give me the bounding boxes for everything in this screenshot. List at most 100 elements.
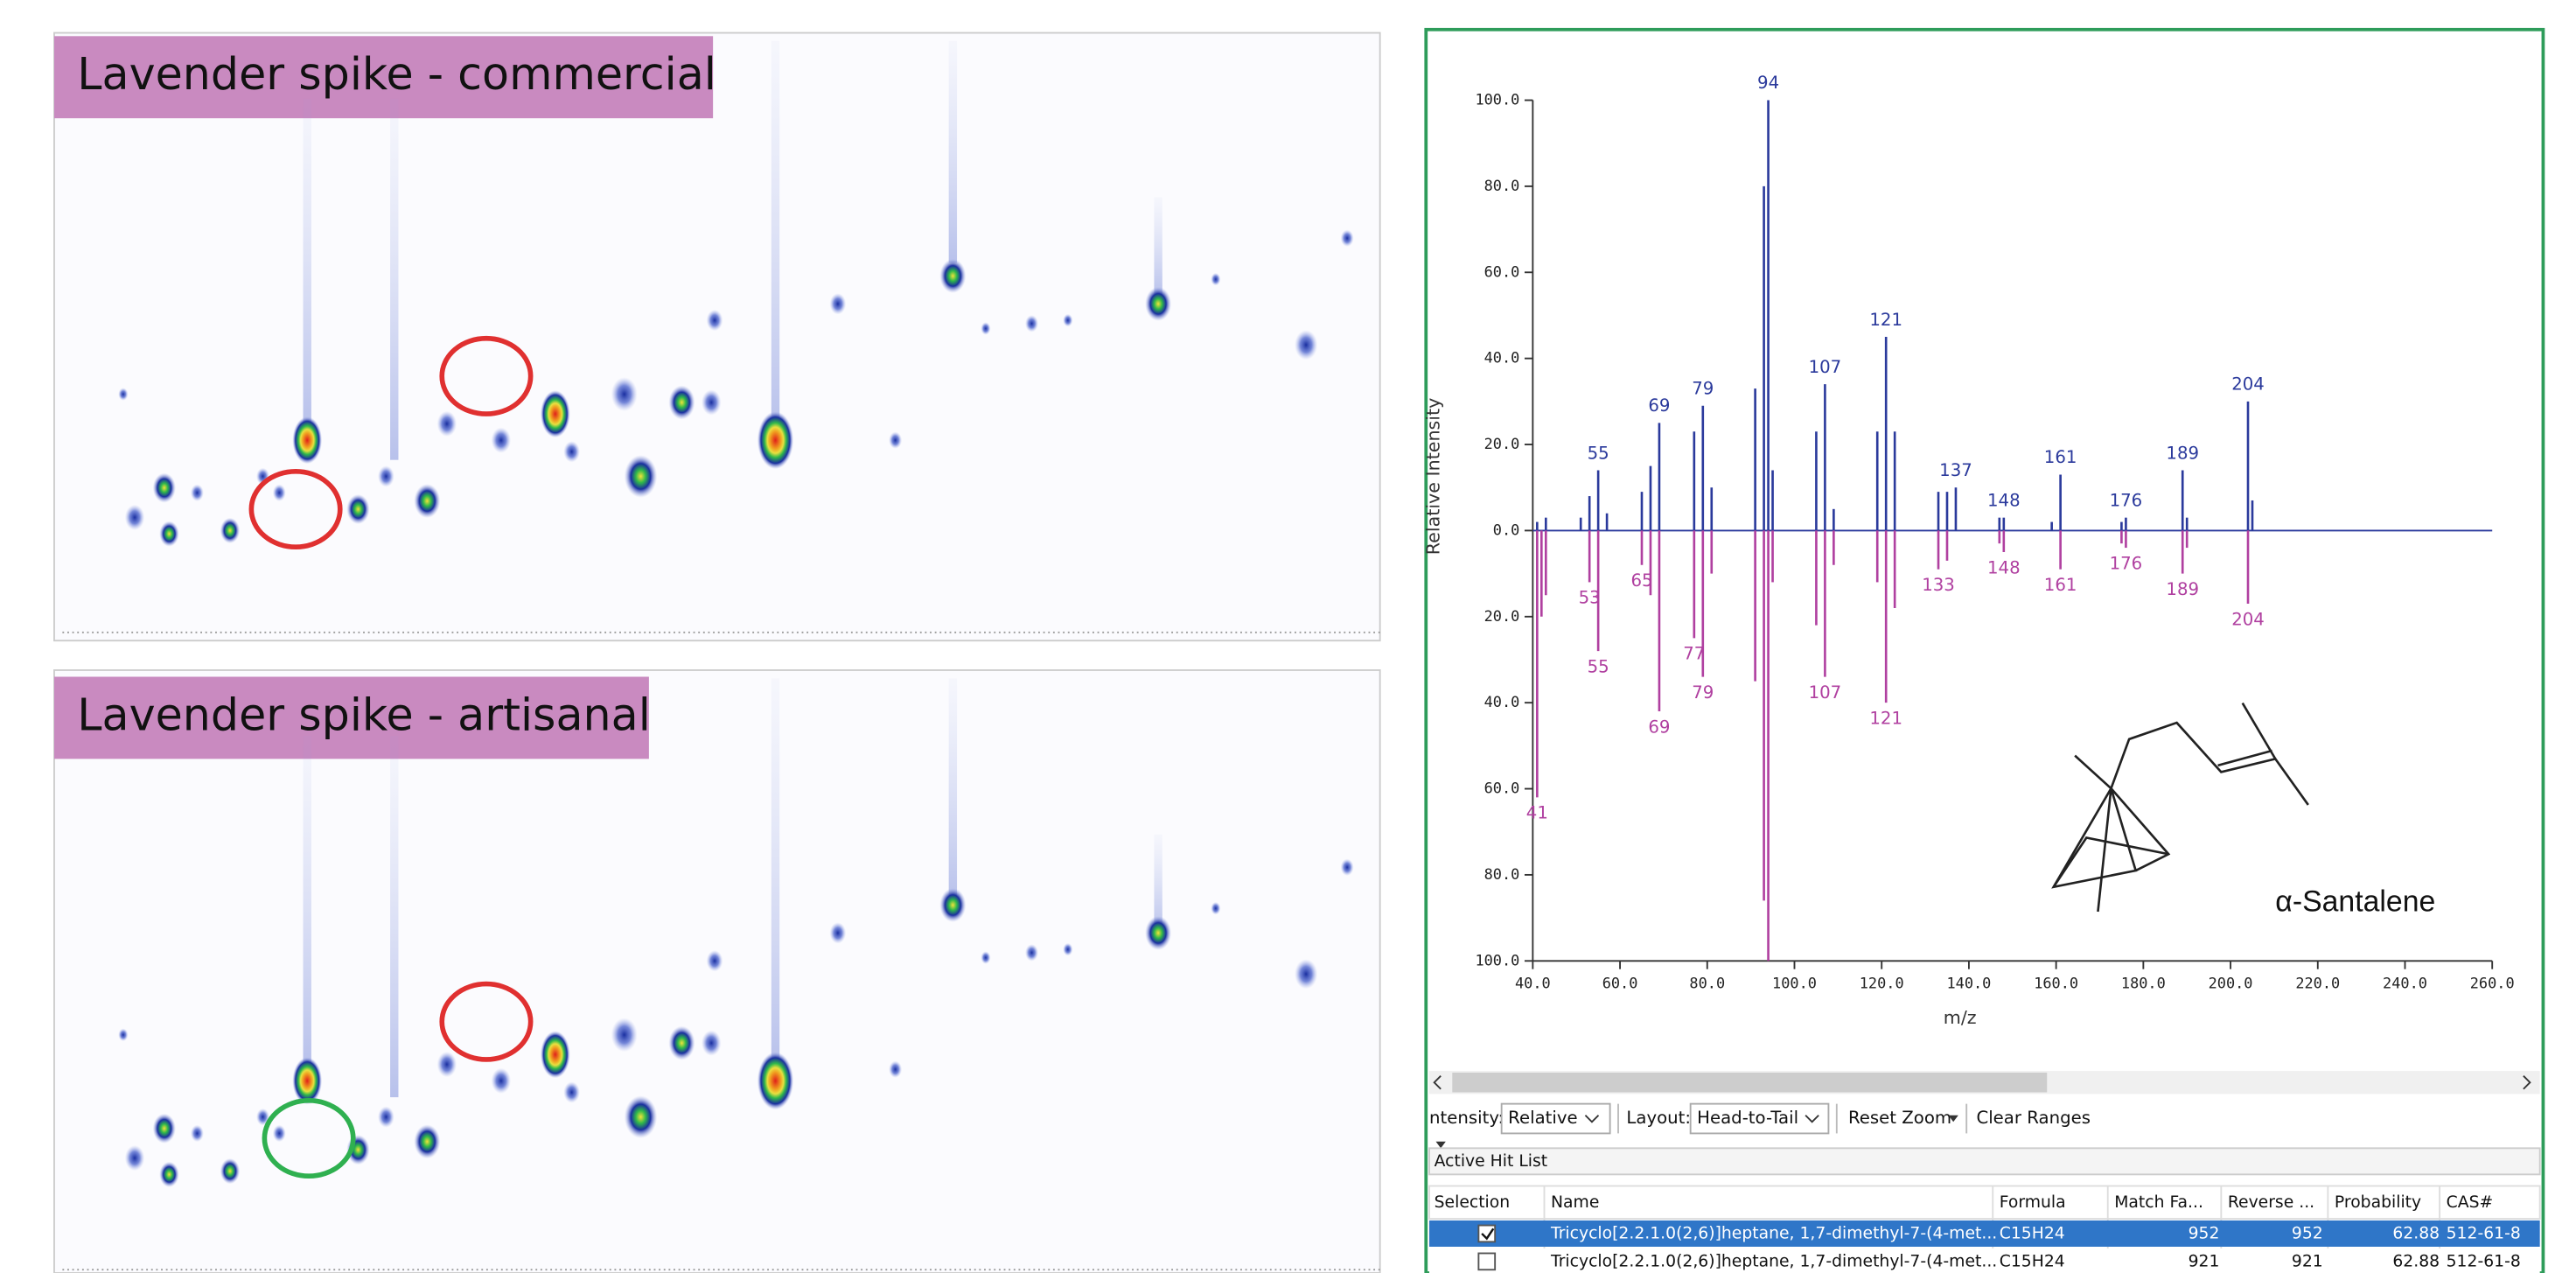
peak-spot — [625, 455, 658, 498]
y-tick-label: 40.0 — [1484, 349, 1520, 367]
y-tick-label: 20.0 — [1484, 435, 1520, 452]
plot-area — [54, 670, 1380, 1273]
x-tick-label: 40.0 — [1515, 975, 1551, 992]
peak-spot — [563, 441, 580, 462]
peak-spot — [757, 1052, 793, 1109]
peak-label: 204 — [2231, 609, 2265, 629]
x-tick-label: 240.0 — [2383, 975, 2427, 992]
peak-spot — [563, 1081, 580, 1102]
peak-label: 41 — [1526, 803, 1548, 823]
marker — [1436, 1142, 1446, 1149]
scrollbar[interactable] — [1429, 1071, 2540, 1094]
peak-spot — [220, 1158, 241, 1184]
peak-spot — [437, 411, 457, 437]
y-tick-label: 80.0 — [1484, 865, 1520, 883]
table-cell: 952 — [2292, 1224, 2323, 1242]
peak-label: 133 — [1922, 575, 1955, 595]
x-tick-label: 200.0 — [2209, 975, 2253, 992]
peak-spot — [939, 888, 966, 922]
peak-label: 107 — [1809, 357, 1842, 377]
scroll-thumb[interactable] — [1452, 1073, 2047, 1093]
peak-spot — [492, 428, 512, 453]
peak-label: 148 — [1987, 490, 2021, 510]
peak-label: 176 — [2110, 490, 2143, 510]
peak-spot — [668, 385, 695, 419]
y-tick-label: 20.0 — [1484, 607, 1520, 625]
peak-label: 189 — [2166, 443, 2199, 463]
peak-label: 65 — [1630, 570, 1652, 591]
structure — [2054, 703, 2308, 912]
peak-spot — [273, 1125, 286, 1143]
y-tick-label: 40.0 — [1484, 693, 1520, 710]
peak-label: 79 — [1692, 682, 1714, 703]
peak-label: 121 — [1869, 310, 1902, 330]
table-title-bar — [1429, 1148, 2540, 1174]
streak — [390, 736, 398, 1097]
column-header: CAS# — [2447, 1193, 2494, 1212]
x-tick-label: 60.0 — [1602, 975, 1638, 992]
toolbar-label: ntensity: — [1429, 1108, 1504, 1128]
y-tick-label: 0.0 — [1493, 521, 1520, 538]
table-cell: C15H24 — [2000, 1252, 2065, 1270]
streak — [1154, 197, 1162, 296]
peak-spot — [889, 1060, 902, 1078]
peak-label: 121 — [1869, 708, 1902, 728]
y-tick-label: 100.0 — [1475, 91, 1519, 108]
peak-spot — [292, 416, 322, 464]
peak-spot — [702, 389, 722, 415]
peak-spot — [273, 484, 286, 501]
button[interactable]: Clear Ranges — [1976, 1108, 2091, 1128]
checkbox[interactable] — [1478, 1253, 1495, 1270]
streak — [771, 41, 779, 430]
peak-spot — [611, 1018, 638, 1052]
x-tick-label: 260.0 — [2470, 975, 2515, 992]
compound-label: α-Santalene — [2275, 885, 2435, 919]
peak-spot — [118, 1028, 128, 1041]
peak-label: 107 — [1809, 682, 1842, 703]
peak-label: 69 — [1648, 395, 1670, 416]
x-tick-label: 180.0 — [2121, 975, 2166, 992]
button[interactable]: Reset Zoom — [1848, 1108, 1951, 1128]
peak-label: 79 — [1692, 378, 1714, 398]
peak-label: 204 — [2231, 374, 2265, 395]
peak-spot — [220, 518, 241, 543]
peak-spot — [159, 1162, 179, 1187]
peak-spot — [1341, 229, 1354, 247]
column-header: Reverse ... — [2228, 1193, 2314, 1212]
peak-spot — [191, 484, 204, 501]
table-cell: 62.88 — [2392, 1224, 2440, 1242]
peak-spot — [707, 950, 723, 971]
column-header: Selection — [1435, 1193, 1511, 1212]
table-cell: Tricyclo[2.2.1.0(2,6)]heptane, 1,7-dimet… — [1550, 1224, 1997, 1242]
page: {"panels":[{"label":"Lavender spike - co… — [0, 0, 2576, 1273]
table-cell: 921 — [2189, 1252, 2220, 1270]
streak — [949, 41, 957, 262]
x-tick-label: 220.0 — [2295, 975, 2340, 992]
x-tick-label: 140.0 — [1946, 975, 1991, 992]
peak-label: 189 — [2166, 579, 2199, 599]
contour-plots: Lavender spike - commercial Lavender spi… — [54, 33, 1380, 1273]
bond — [2243, 703, 2276, 759]
column-header: Formula — [2000, 1193, 2066, 1212]
table-cell: C15H24 — [2000, 1224, 2065, 1242]
peak-spot — [1211, 902, 1220, 915]
peak-spot — [153, 1114, 176, 1144]
streak — [304, 736, 311, 1064]
table-title: Active Hit List — [1435, 1152, 1547, 1171]
plot-area — [54, 33, 1380, 641]
x-axis-label: m/z — [1944, 1007, 1977, 1028]
peak-spot — [492, 1068, 512, 1094]
peak-spot — [829, 293, 846, 314]
peak-spot — [1211, 273, 1220, 286]
peak-spot — [1295, 959, 1317, 989]
streak — [304, 99, 311, 427]
peak-spot — [1063, 943, 1072, 956]
bond — [2054, 788, 2168, 887]
y-axis-label: Relative Intensity — [1423, 398, 1444, 556]
y-tick-label: 80.0 — [1484, 177, 1520, 194]
peak-label: 69 — [1648, 717, 1670, 737]
streak — [949, 678, 957, 899]
peak-spot — [292, 1057, 322, 1104]
dropdown-value: Relative — [1508, 1108, 1577, 1128]
toolbar-label: Layout: — [1626, 1108, 1691, 1128]
